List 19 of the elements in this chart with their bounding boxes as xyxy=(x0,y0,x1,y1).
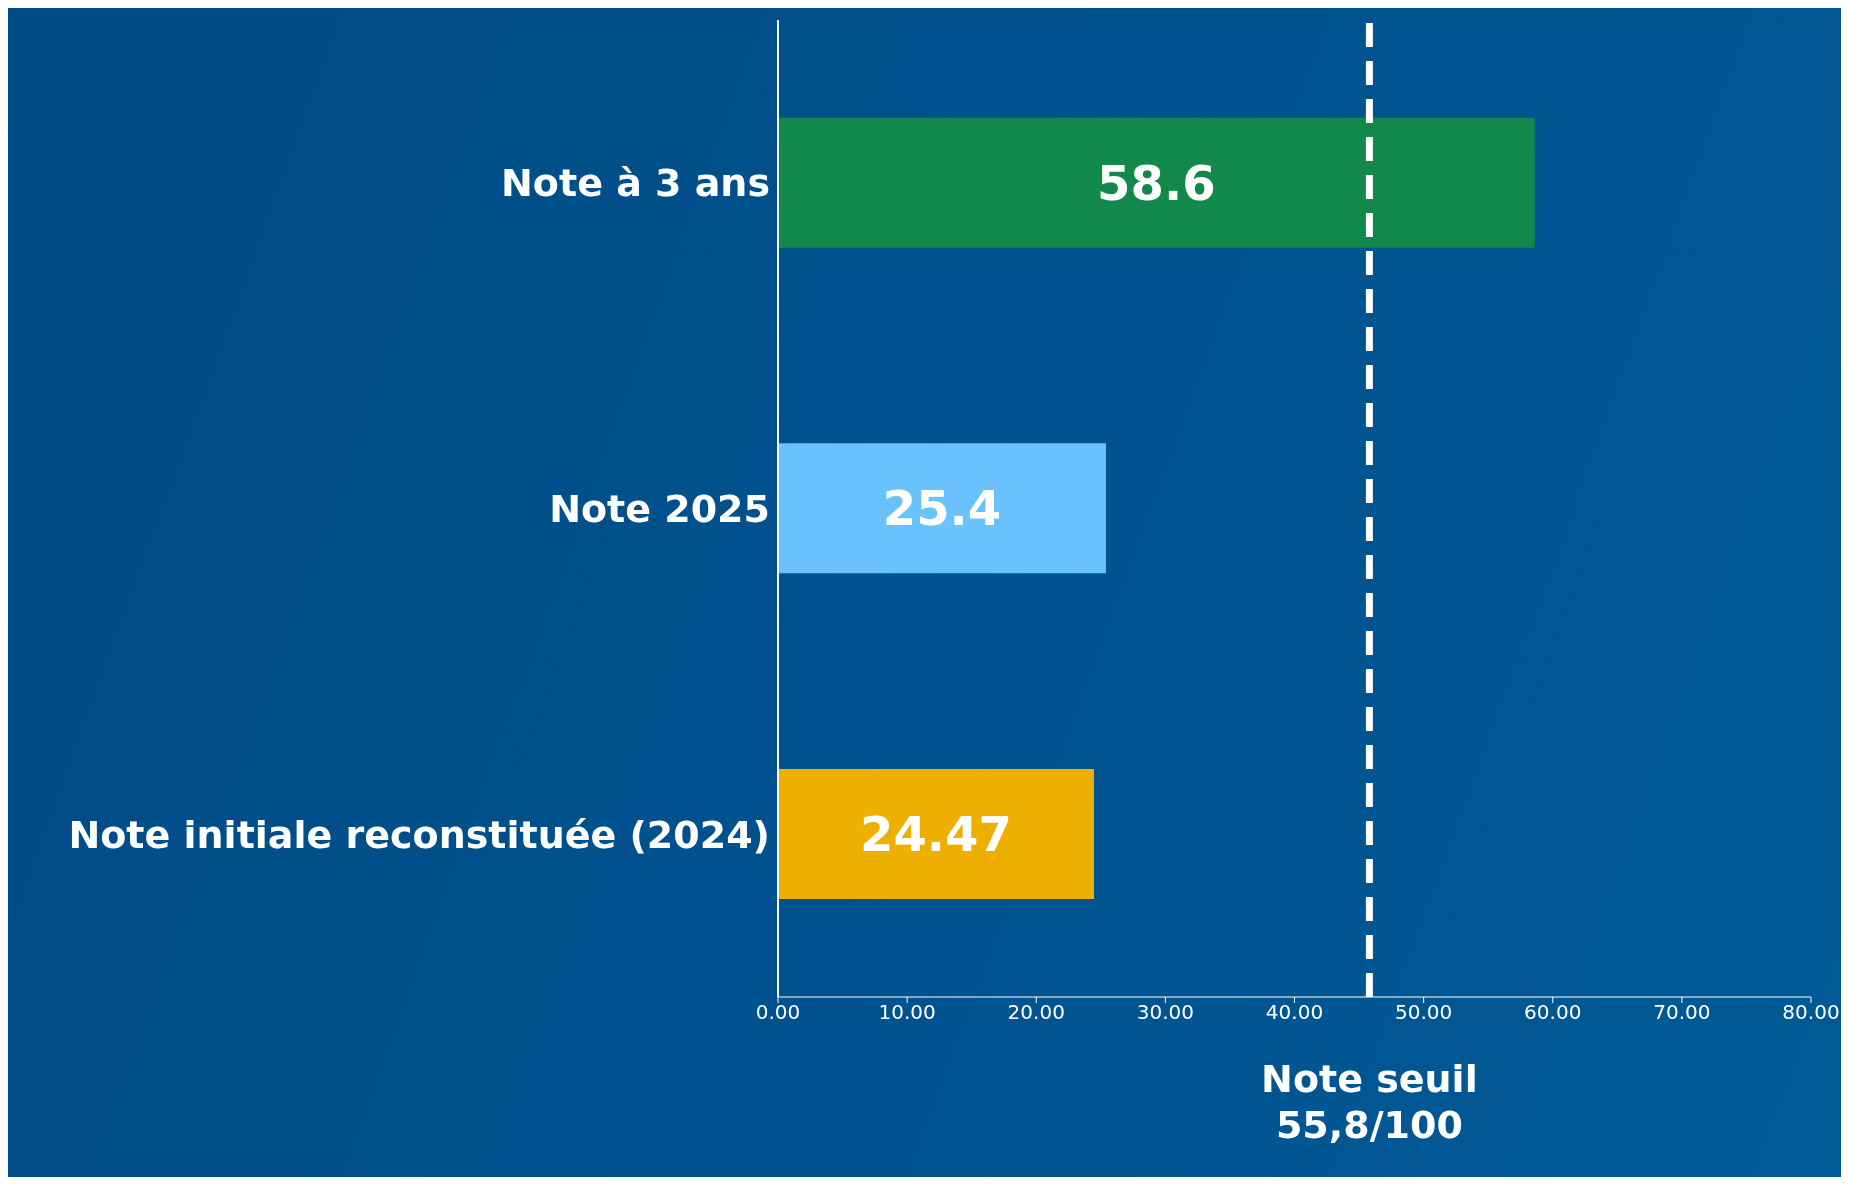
data-label: 24.47 xyxy=(860,806,1012,863)
y-tick-label: Note à 3 ans xyxy=(501,161,770,206)
x-tick-label: 40.00 xyxy=(1265,1000,1324,1025)
y-tick-label: Note 2025 xyxy=(549,486,770,531)
ref-line-label: Note seuil 55,8/100 xyxy=(1261,1057,1478,1147)
x-tick-label: 50.00 xyxy=(1394,1000,1453,1025)
x-tick-label: 70.00 xyxy=(1653,1000,1711,1025)
x-tick-label: 0.00 xyxy=(755,1000,801,1025)
y-tick-label: Note initiale reconstituée (2024) xyxy=(68,812,770,857)
x-tick-label: 20.00 xyxy=(1007,1000,1065,1025)
x-tick-label: 10.00 xyxy=(878,1000,936,1025)
x-tick-label: 60.00 xyxy=(1524,1000,1582,1025)
x-tick-label: 80.00 xyxy=(1782,1000,1840,1025)
bar xyxy=(778,769,1094,900)
bar xyxy=(778,117,1535,248)
bar xyxy=(778,443,1106,574)
data-label: 25.4 xyxy=(882,480,1002,537)
x-tick-label: 30.00 xyxy=(1136,1000,1195,1025)
data-label: 58.6 xyxy=(1097,154,1216,211)
